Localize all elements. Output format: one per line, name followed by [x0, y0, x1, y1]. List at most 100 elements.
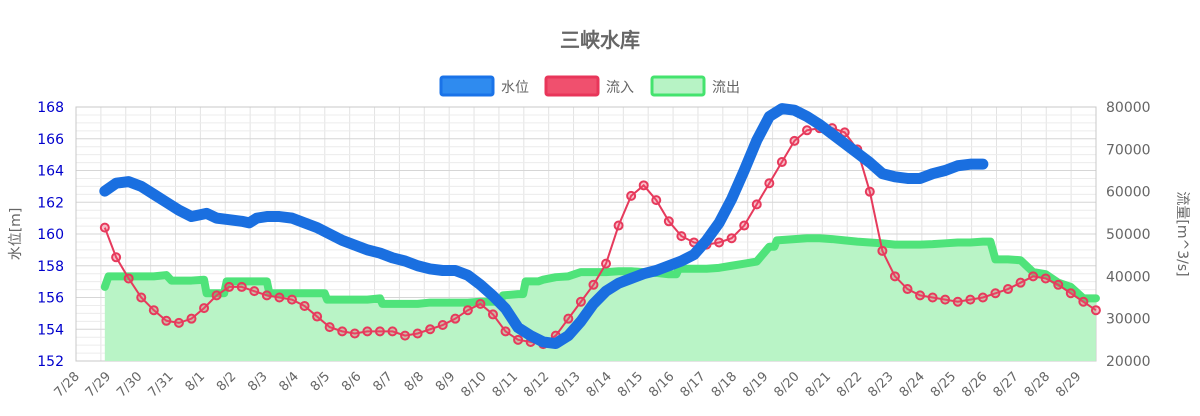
chart-title: 三峡水库	[560, 28, 640, 52]
inflow-point	[173, 317, 184, 328]
y-left-tick-label: 160	[37, 227, 64, 243]
legend-label: 水位	[501, 80, 529, 96]
inflow-point	[638, 180, 649, 191]
y-left-tick-label: 156	[37, 291, 64, 307]
inflow-point	[977, 292, 988, 303]
inflow-point	[563, 313, 574, 324]
y-left-tick-label: 154	[37, 322, 64, 338]
legend-swatch	[544, 75, 600, 97]
inflow-point	[1090, 305, 1101, 316]
inflow-point	[902, 284, 913, 295]
inflow-point	[889, 271, 900, 282]
y-right-tick-label: 40000	[1106, 269, 1151, 285]
inflow-point	[148, 305, 159, 316]
y-left-tick-label: 166	[37, 132, 64, 148]
inflow-point	[387, 326, 398, 337]
legend: 水位 流入 流出	[439, 75, 740, 97]
inflow-point	[211, 290, 222, 301]
inflow-point	[739, 220, 750, 231]
inflow-point	[789, 135, 800, 146]
inflow-point	[1053, 279, 1064, 290]
inflow-point	[513, 334, 524, 345]
y-right-tick-label: 50000	[1106, 227, 1151, 243]
inflow-point	[751, 199, 762, 210]
y-axis-left-label: 水位[m]	[8, 208, 24, 261]
inflow-point	[764, 178, 775, 189]
inflow-point	[776, 157, 787, 168]
inflow-point	[651, 195, 662, 206]
inflow-point	[475, 298, 486, 309]
legend-swatch	[650, 75, 706, 97]
inflow-point	[1015, 277, 1026, 288]
legend-label: 流入	[606, 80, 634, 96]
inflow-point	[111, 252, 122, 263]
inflow-point	[663, 216, 674, 227]
inflow-point	[864, 186, 875, 197]
inflow-point	[99, 222, 110, 233]
inflow-point	[312, 311, 323, 322]
inflow-point	[349, 328, 360, 339]
inflow-point	[915, 290, 926, 301]
y-axis-right: 20000 30000 40000 50000 60000 70000 80000	[1106, 100, 1151, 370]
inflow-point	[450, 313, 461, 324]
inflow-point	[676, 231, 687, 242]
y-left-tick-label: 158	[37, 259, 64, 275]
y-left-tick-label: 168	[37, 100, 64, 116]
inflow-point	[940, 294, 951, 305]
inflow-point	[965, 294, 976, 305]
inflow-point	[199, 303, 210, 314]
inflow-point	[274, 292, 285, 303]
series-line-inflow	[103, 127, 1097, 346]
inflow-point	[990, 288, 1001, 299]
y-left-tick-label: 164	[37, 164, 64, 180]
inflow-point	[588, 279, 599, 290]
inflow-point	[927, 292, 938, 303]
inflow-point	[487, 309, 498, 320]
inflow-point	[136, 292, 147, 303]
inflow-point	[626, 190, 637, 201]
inflow-point	[601, 258, 612, 269]
inflow-point	[324, 322, 335, 333]
inflow-point	[286, 294, 297, 305]
inflow-point	[425, 324, 436, 335]
inflow-point	[437, 320, 448, 331]
y-left-tick-label: 162	[37, 195, 64, 211]
inflow-point	[400, 330, 411, 341]
inflow-point	[249, 286, 260, 297]
inflow-point	[161, 315, 172, 326]
inflow-point	[802, 125, 813, 136]
inflow-point	[1002, 284, 1013, 295]
inflow-point	[261, 290, 272, 301]
inflow-point	[1028, 271, 1039, 282]
inflow-point	[374, 326, 385, 337]
y-left-tick-label: 152	[37, 354, 64, 370]
y-right-tick-label: 20000	[1106, 354, 1151, 370]
y-axis-right-label: 流量[m^3/s]	[1174, 191, 1190, 276]
inflow-point	[839, 127, 850, 138]
inflow-point	[462, 305, 473, 316]
y-right-tick-label: 30000	[1106, 312, 1151, 328]
inflow-point	[236, 281, 247, 292]
y-right-tick-label: 80000	[1106, 100, 1151, 116]
legend-swatch	[439, 75, 495, 97]
series-line-water-level	[99, 103, 989, 350]
inflow-point	[337, 326, 348, 337]
inflow-point	[575, 296, 586, 307]
inflow-point	[613, 220, 624, 231]
inflow-point	[123, 273, 134, 284]
inflow-point	[1078, 296, 1089, 307]
inflow-point	[1040, 273, 1051, 284]
inflow-point	[726, 233, 737, 244]
inflow-point	[362, 326, 373, 337]
inflow-point	[186, 313, 197, 324]
inflow-point	[412, 328, 423, 339]
inflow-point	[1065, 288, 1076, 299]
inflow-point	[714, 237, 725, 248]
y-axis-left: 152 154 156 158 160 162 164 166 168	[37, 100, 64, 370]
inflow-point	[224, 281, 235, 292]
y-right-tick-label: 70000	[1106, 142, 1151, 158]
series-line-outflow	[100, 234, 1100, 308]
inflow-point	[877, 245, 888, 256]
plot-series	[99, 103, 1101, 361]
